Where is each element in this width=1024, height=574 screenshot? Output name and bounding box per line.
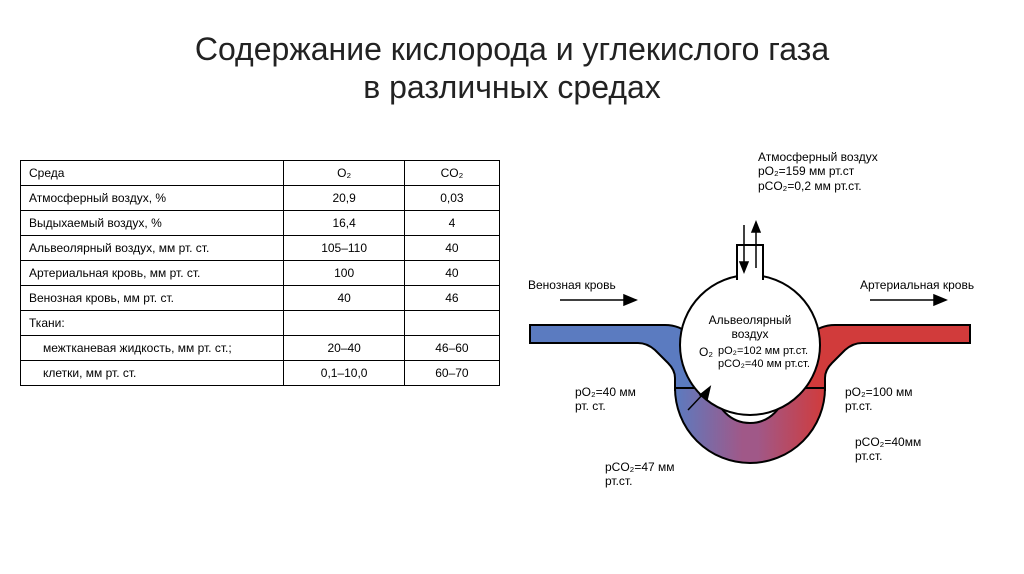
table-row: Артериальная кровь, мм рт. ст.10040 <box>21 261 500 286</box>
cell-o2: 20,9 <box>284 186 404 211</box>
title-line1: Содержание кислорода и углекислого газа <box>195 31 829 67</box>
table-row: Венозная кровь, мм рт. ст.4046 <box>21 286 500 311</box>
cell-medium: Ткани: <box>21 311 284 336</box>
o2-mark: O₂ <box>699 345 713 359</box>
th-medium: Среда <box>21 161 284 186</box>
cell-o2: 16,4 <box>284 211 404 236</box>
cell-o2: 105–110 <box>284 236 404 261</box>
cell-medium: клетки, мм рт. ст. <box>21 361 284 386</box>
atm-label: Атмосферный воздух pO₂=159 мм рт.ст pCO₂… <box>758 150 958 193</box>
title-line2: в различных средах <box>363 69 661 105</box>
cell-co2 <box>404 311 499 336</box>
ven-po2: pO₂=40 мм рт. ст. <box>575 385 660 414</box>
venous-arrow-icon <box>560 295 636 305</box>
content-area: Среда O₂ CO₂ Атмосферный воздух, %20,90,… <box>20 150 1004 554</box>
data-table-wrap: Среда O₂ CO₂ Атмосферный воздух, %20,90,… <box>20 150 500 554</box>
art-po2: pO₂=100 мм рт.ст. <box>845 385 930 414</box>
table-row: Ткани: <box>21 311 500 336</box>
alv-label: Альвеолярный воздух <box>700 313 800 342</box>
alveolus-diagram: Атмосферный воздух pO₂=159 мм рт.ст pCO₂… <box>500 150 1004 554</box>
page-title: Содержание кислорода и углекислого газа … <box>0 30 1024 107</box>
cell-medium: Альвеолярный воздух, мм рт. ст. <box>21 236 284 261</box>
table-row: Атмосферный воздух, %20,90,03 <box>21 186 500 211</box>
cell-medium: Артериальная кровь, мм рт. ст. <box>21 261 284 286</box>
th-o2: O₂ <box>284 161 404 186</box>
table-row: Альвеолярный воздух, мм рт. ст.105–11040 <box>21 236 500 261</box>
art-pco2: pCO₂=40мм рт.ст. <box>855 435 940 464</box>
cell-co2: 0,03 <box>404 186 499 211</box>
cell-o2: 20–40 <box>284 336 404 361</box>
cell-co2: 46–60 <box>404 336 499 361</box>
arterial-arrow-icon <box>870 295 946 305</box>
arterial-label: Артериальная кровь <box>860 278 974 292</box>
cell-o2: 100 <box>284 261 404 286</box>
cell-o2 <box>284 311 404 336</box>
cell-co2: 40 <box>404 261 499 286</box>
th-co2: CO₂ <box>404 161 499 186</box>
cell-co2: 4 <box>404 211 499 236</box>
cell-medium: Венозная кровь, мм рт. ст. <box>21 286 284 311</box>
table-header-row: Среда O₂ CO₂ <box>21 161 500 186</box>
cell-medium: Атмосферный воздух, % <box>21 186 284 211</box>
cell-medium: Выдыхаемый воздух, % <box>21 211 284 236</box>
cell-medium: межтканевая жидкость, мм рт. ст.; <box>21 336 284 361</box>
cell-co2: 40 <box>404 236 499 261</box>
table-row: Выдыхаемый воздух, %16,44 <box>21 211 500 236</box>
alv-values: pO₂=102 мм рт.ст. pCO₂=40 мм рт.ст. <box>718 345 828 371</box>
cell-co2: 60–70 <box>404 361 499 386</box>
table-row: клетки, мм рт. ст.0,1–10,060–70 <box>21 361 500 386</box>
venous-label: Венозная кровь <box>528 278 616 292</box>
ven-pco2: pCO₂=47 мм рт.ст. <box>605 460 690 489</box>
cell-o2: 0,1–10,0 <box>284 361 404 386</box>
data-table: Среда O₂ CO₂ Атмосферный воздух, %20,90,… <box>20 160 500 386</box>
cell-o2: 40 <box>284 286 404 311</box>
cell-co2: 46 <box>404 286 499 311</box>
table-row: межтканевая жидкость, мм рт. ст.;20–4046… <box>21 336 500 361</box>
